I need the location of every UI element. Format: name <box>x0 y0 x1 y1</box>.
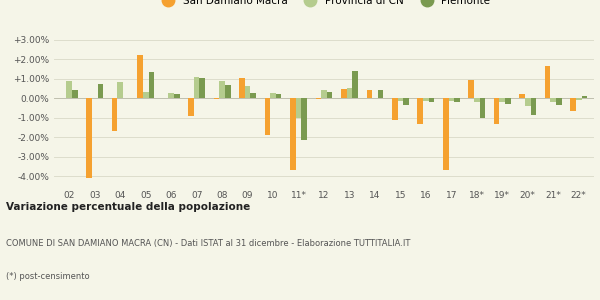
Bar <box>505 98 511 104</box>
Bar <box>321 90 327 98</box>
Bar <box>378 90 383 98</box>
Bar <box>428 98 434 102</box>
Bar <box>265 98 270 135</box>
Bar <box>149 72 154 98</box>
Bar <box>214 98 220 99</box>
Bar <box>67 81 72 98</box>
Bar <box>276 94 281 98</box>
Bar <box>520 94 525 98</box>
Bar <box>530 98 536 115</box>
Text: Variazione percentuale della popolazione: Variazione percentuale della popolazione <box>6 202 250 212</box>
Bar <box>576 98 581 100</box>
Bar <box>469 80 474 98</box>
Bar <box>494 98 499 124</box>
Text: COMUNE DI SAN DAMIANO MACRA (CN) - Dati ISTAT al 31 dicembre - Elaborazione TUTT: COMUNE DI SAN DAMIANO MACRA (CN) - Dati … <box>6 239 410 248</box>
Legend: San Damiano Macra, Provincia di CN, Piemonte: San Damiano Macra, Provincia di CN, Piem… <box>154 0 494 10</box>
Bar <box>352 71 358 98</box>
Bar <box>98 84 103 98</box>
Bar <box>250 93 256 98</box>
Bar <box>525 98 530 106</box>
Bar <box>137 55 143 98</box>
Bar <box>316 98 321 99</box>
Bar <box>239 78 245 98</box>
Bar <box>418 98 423 124</box>
Bar <box>474 98 479 102</box>
Bar <box>454 98 460 102</box>
Bar <box>367 90 372 98</box>
Bar <box>403 98 409 105</box>
Bar <box>169 93 174 98</box>
Bar <box>327 92 332 98</box>
Bar <box>296 98 301 118</box>
Bar <box>301 98 307 140</box>
Bar <box>112 98 118 131</box>
Bar <box>143 92 149 98</box>
Bar <box>194 77 199 98</box>
Bar <box>479 98 485 118</box>
Bar <box>174 94 179 98</box>
Bar <box>443 98 449 170</box>
Bar <box>225 85 230 98</box>
Bar <box>245 85 250 98</box>
Bar <box>423 98 428 101</box>
Bar <box>499 98 505 102</box>
Bar <box>398 98 403 101</box>
Bar <box>392 98 398 120</box>
Bar <box>556 98 562 105</box>
Bar <box>347 88 352 98</box>
Bar <box>449 98 454 101</box>
Bar <box>581 96 587 98</box>
Bar <box>188 98 194 116</box>
Bar <box>72 90 77 98</box>
Bar <box>270 93 276 98</box>
Bar <box>118 82 123 98</box>
Bar <box>220 81 225 98</box>
Bar <box>550 98 556 102</box>
Bar <box>571 98 576 111</box>
Bar <box>545 66 550 98</box>
Bar <box>290 98 296 170</box>
Bar <box>199 78 205 98</box>
Bar <box>341 88 347 98</box>
Bar <box>86 98 92 178</box>
Text: (*) post-censimento: (*) post-censimento <box>6 272 89 281</box>
